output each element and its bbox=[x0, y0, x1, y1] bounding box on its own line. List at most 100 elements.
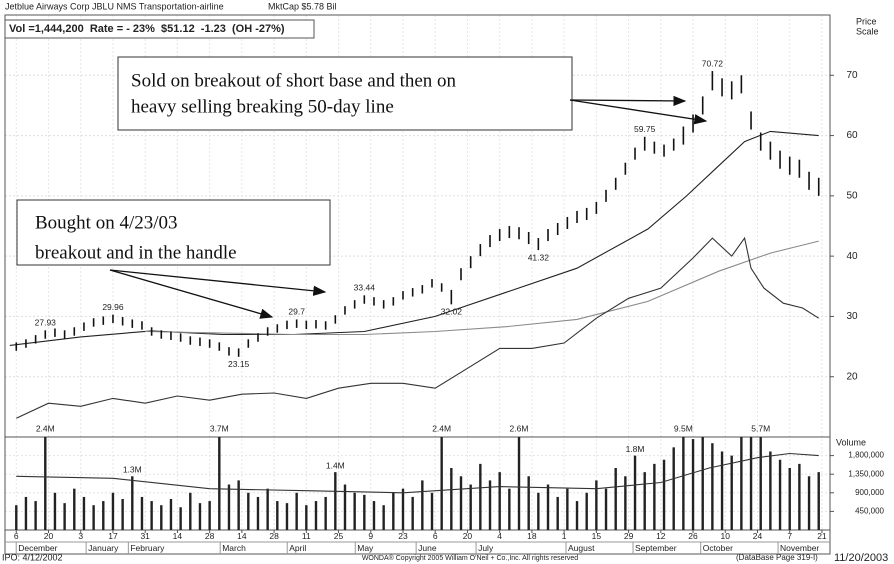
footer-page: (DataBase Page 319-I) bbox=[736, 553, 818, 562]
y-tick-label: 60 bbox=[846, 130, 858, 141]
volume-bar bbox=[53, 492, 57, 530]
info-box bbox=[4, 19, 315, 39]
month-label: October bbox=[703, 543, 733, 553]
volume-bar bbox=[160, 505, 163, 530]
volume-bar bbox=[672, 447, 675, 530]
volume-bar bbox=[740, 437, 743, 530]
volume-bar bbox=[798, 463, 801, 530]
volume-bar bbox=[807, 476, 811, 530]
volume-bar bbox=[817, 472, 820, 530]
volume-bar bbox=[111, 492, 115, 530]
volume-bar bbox=[102, 501, 105, 530]
volume-bar bbox=[266, 488, 269, 530]
volume-bar bbox=[295, 492, 298, 530]
price-label: 29.7 bbox=[288, 307, 305, 317]
x-tick-label: 20 bbox=[463, 531, 473, 541]
volume-bar bbox=[662, 459, 666, 530]
x-tick-label: 9 bbox=[368, 531, 373, 541]
arrow bbox=[109, 269, 327, 296]
month-label: November bbox=[780, 543, 819, 553]
price-label: 29.96 bbox=[102, 302, 124, 312]
volume-pane bbox=[15, 437, 820, 530]
volume-bar bbox=[604, 488, 608, 530]
x-tick-label: 21 bbox=[817, 531, 827, 541]
x-tick-label: 11 bbox=[302, 531, 311, 541]
volume-bar bbox=[450, 468, 453, 530]
volume-average bbox=[16, 452, 819, 494]
volume-bar bbox=[537, 492, 540, 530]
arrow bbox=[109, 269, 274, 319]
volume-bar bbox=[34, 501, 37, 530]
marks bbox=[9, 71, 834, 554]
price-pane bbox=[9, 71, 820, 419]
market-cap: MktCap $5.78 Bil bbox=[268, 1, 337, 11]
price-label: 32.02 bbox=[441, 307, 463, 317]
note-text: Bought on 4/23/03 bbox=[35, 212, 178, 233]
volume-bar bbox=[140, 496, 144, 530]
volume-bar bbox=[778, 459, 782, 530]
volume-bar bbox=[314, 501, 318, 530]
indicator-line bbox=[145, 240, 819, 336]
x-tick-label: 26 bbox=[688, 531, 698, 541]
price-label: 27.93 bbox=[35, 318, 57, 328]
month-label: March bbox=[222, 543, 246, 553]
volume-bar bbox=[324, 496, 327, 530]
y-tick-label: 20 bbox=[846, 371, 858, 382]
volume-bar bbox=[237, 480, 240, 530]
y-tick-label: 30 bbox=[846, 311, 858, 322]
x-tick-label: 29 bbox=[624, 531, 634, 541]
volume-label: 2.6M bbox=[510, 423, 529, 433]
volume-bar bbox=[459, 476, 463, 530]
x-tick-label: 7 bbox=[787, 531, 792, 541]
volume-bar bbox=[411, 496, 414, 530]
volume-bar bbox=[285, 503, 289, 530]
volume-bar bbox=[691, 439, 695, 530]
volume-bar bbox=[701, 437, 704, 530]
volume-bar bbox=[363, 494, 366, 530]
volume-bar bbox=[711, 443, 714, 530]
x-tick-label: 17 bbox=[108, 531, 118, 541]
month-label: July bbox=[478, 543, 494, 553]
x-tick-label: 14 bbox=[237, 531, 247, 541]
month-label: August bbox=[568, 543, 595, 553]
volume-bar bbox=[479, 463, 482, 530]
note-text: Sold on breakout of short base and then … bbox=[131, 70, 457, 91]
volume-bar bbox=[198, 503, 202, 530]
volume-bar bbox=[720, 451, 724, 530]
volume-bar bbox=[334, 472, 337, 530]
volume-bar bbox=[527, 476, 530, 530]
volume-bar bbox=[256, 496, 260, 530]
volume-bar bbox=[633, 455, 637, 530]
x-tick-label: 25 bbox=[334, 531, 344, 541]
volume-bar bbox=[769, 451, 772, 530]
volume-bar bbox=[401, 488, 405, 530]
volume-label: 1.4M bbox=[326, 460, 345, 470]
volume-label: 3.7M bbox=[210, 423, 229, 433]
volume-bar bbox=[189, 492, 192, 530]
volume-bar bbox=[682, 437, 685, 530]
y2-tick-label: 1,800,000 bbox=[848, 451, 884, 460]
volume-bar bbox=[566, 488, 569, 530]
volume-bar bbox=[469, 484, 472, 530]
volume-bar bbox=[372, 501, 376, 530]
x-tick-label: 12 bbox=[656, 531, 666, 541]
volume-bar bbox=[730, 455, 733, 530]
volume-label: 2.4M bbox=[36, 423, 55, 433]
volume-bar bbox=[624, 476, 627, 530]
month-label: January bbox=[88, 543, 119, 553]
price-label: 33.44 bbox=[354, 283, 376, 293]
volume-bar bbox=[179, 507, 182, 530]
volume-bar bbox=[430, 492, 434, 530]
indicator-line bbox=[16, 236, 819, 419]
volume-bar bbox=[546, 484, 550, 530]
volume-bar bbox=[92, 505, 95, 530]
volume-bar bbox=[575, 501, 579, 530]
volume-bar bbox=[508, 488, 511, 530]
volume-bar bbox=[614, 468, 617, 530]
month-label: May bbox=[357, 543, 374, 553]
footer-date: 11/20/2003 bbox=[834, 552, 888, 564]
x-tick-label: 31 bbox=[140, 531, 150, 541]
volume-label: 2.4M bbox=[432, 423, 451, 433]
volume-bar bbox=[585, 492, 588, 530]
